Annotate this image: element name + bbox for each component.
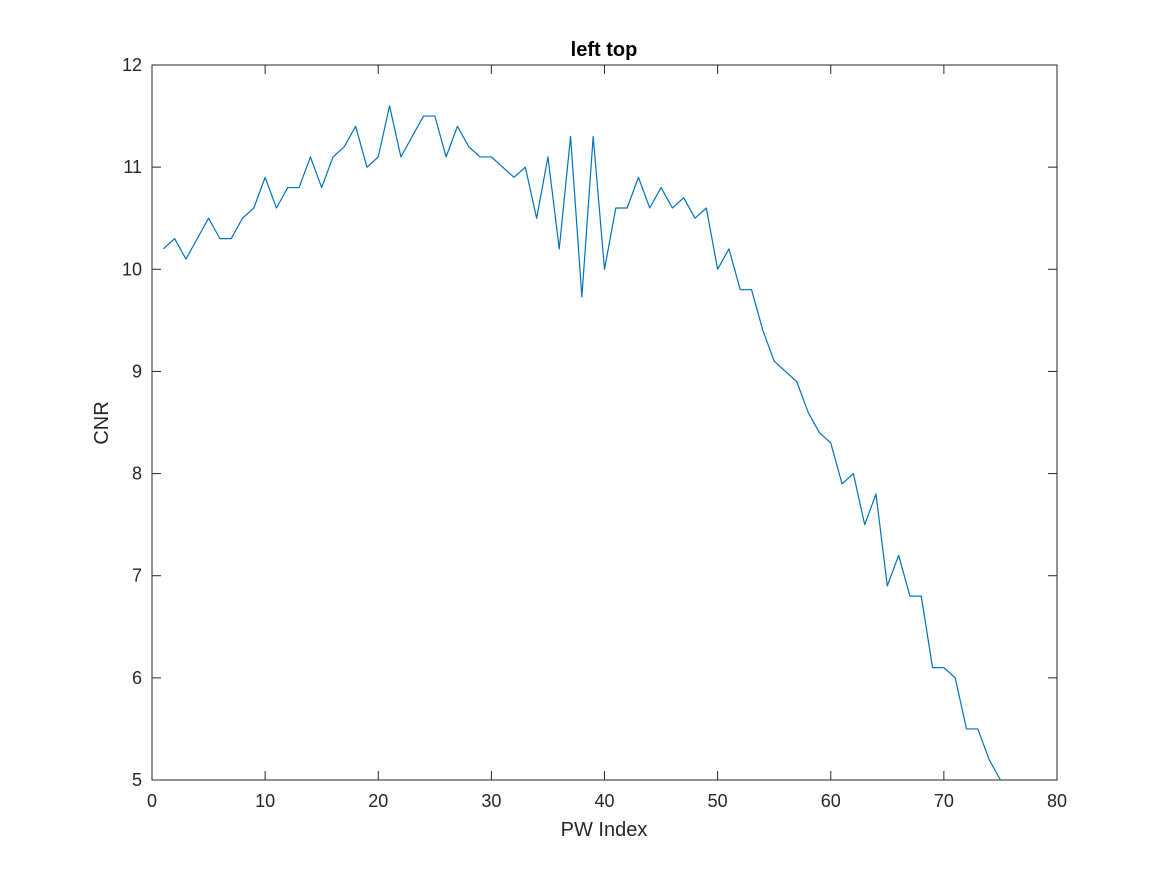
chart-title: left top xyxy=(571,39,638,61)
x-axis-label: PW Index xyxy=(561,819,648,841)
x-tick-label: 80 xyxy=(1047,791,1067,811)
x-tick-label: 40 xyxy=(594,791,614,811)
y-tick-label: 8 xyxy=(132,464,142,484)
y-tick-label: 11 xyxy=(123,157,142,177)
axes: 0 10 20 30 40 50 60 70 80 5 6 7 8 9 10 11 12 xyxy=(122,55,1067,811)
series-line xyxy=(162,105,1001,781)
y-tick-label: 9 xyxy=(132,361,142,381)
y-axis-label: CNR xyxy=(91,401,113,444)
x-tick-label: 0 xyxy=(147,791,157,811)
x-tick-label: 30 xyxy=(481,791,501,811)
x-tick-label: 50 xyxy=(708,791,728,811)
x-tick-label: 70 xyxy=(934,791,954,811)
y-tick-label: 10 xyxy=(122,259,142,279)
y-tick-label: 12 xyxy=(122,55,142,75)
y-tick-label: 5 xyxy=(132,770,142,790)
y-tick-label: 6 xyxy=(132,668,142,688)
x-tick-label: 60 xyxy=(821,791,841,811)
plot-area xyxy=(162,105,1001,781)
y-tick-label: 7 xyxy=(132,566,142,586)
x-tick-label: 10 xyxy=(255,791,275,811)
x-tick-label: 20 xyxy=(368,791,388,811)
